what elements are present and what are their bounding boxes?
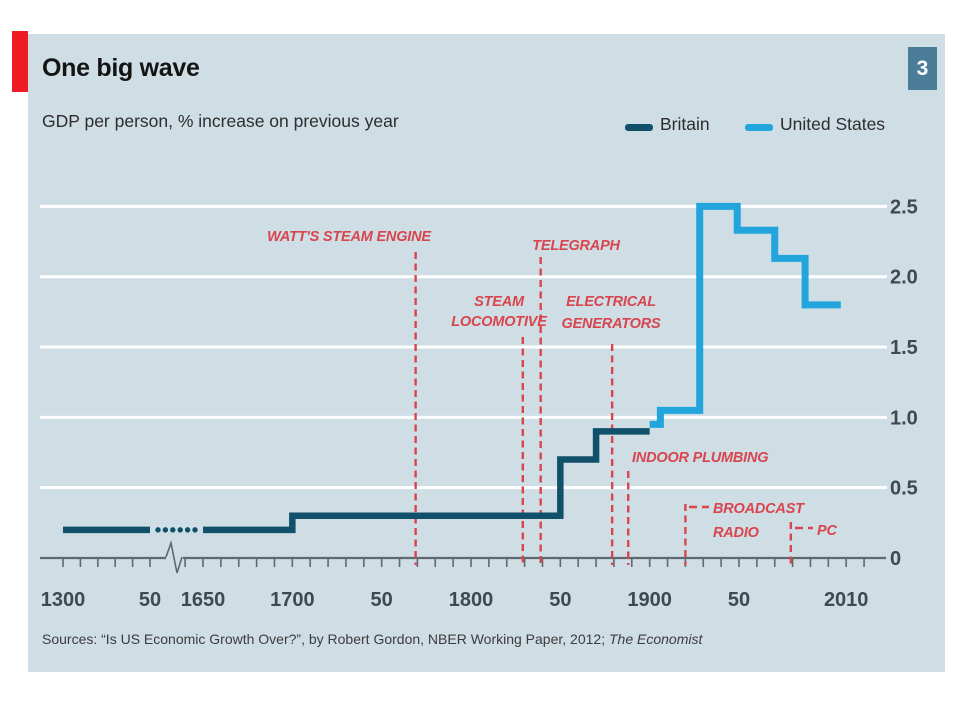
britain-line-dotted-gap (170, 527, 176, 533)
legend-swatch-united-states (745, 124, 773, 131)
annotation-label: RADIO (713, 525, 760, 541)
annotation-label: BROADCAST (713, 501, 805, 517)
annotation-label: ELECTRICAL (566, 294, 656, 310)
united-states-line (649, 202, 841, 428)
annotation-label: TELEGRAPH (532, 238, 620, 254)
annotation-label: INDOOR PLUMBING (632, 450, 768, 466)
source-note: Sources: “Is US Economic Growth Over?”, … (42, 631, 702, 647)
source-publication: The Economist (608, 631, 703, 647)
annotation-label: GENERATORS (562, 316, 662, 332)
axis-break-icon (165, 540, 183, 574)
britain-line-dotted-gap (184, 527, 191, 533)
x-axis-tick-label: 1650 (181, 589, 226, 611)
britain-line (203, 428, 650, 534)
annotation-label: STEAM (474, 294, 525, 310)
x-axis-tick-label: 50 (371, 589, 393, 611)
annotation-label: WATT'S STEAM ENGINE (267, 229, 432, 245)
x-axis-tick-label: 1700 (270, 589, 315, 611)
x-axis-tick-label: 50 (728, 589, 750, 611)
economist-red-tab (12, 31, 28, 92)
annotation-label: PC (817, 523, 837, 539)
britain-line-dotted-gap (162, 527, 169, 533)
legend-label-britain: Britain (660, 114, 710, 134)
x-axis-tick-label: 2010 (824, 589, 869, 611)
source-text: Sources: “Is US Economic Growth Over?”, … (42, 631, 609, 647)
y-axis-tick-label: 0 (890, 548, 901, 570)
britain-line-dotted-gap (155, 527, 161, 533)
chart-subtitle: GDP per person, % increase on previous y… (42, 111, 399, 131)
x-axis-tick-label: 50 (139, 589, 161, 611)
x-axis-tick-label: 50 (549, 589, 571, 611)
britain-line-dotted-gap (192, 527, 198, 533)
chart-title: One big wave (42, 54, 200, 82)
x-axis-tick-label: 1900 (627, 589, 672, 611)
y-axis-tick-label: 2.0 (890, 267, 918, 289)
y-axis-tick-label: 2.5 (890, 196, 918, 218)
x-axis-tick-label: 1300 (41, 589, 86, 611)
annotation-label: LOCOMOTIVE (451, 314, 548, 330)
britain-line-dotted-gap (177, 527, 183, 533)
legend-swatch-britain (625, 124, 653, 131)
y-axis-tick-label: 1.0 (890, 407, 918, 429)
y-axis-tick-label: 1.5 (890, 337, 918, 359)
y-axis-tick-label: 0.5 (890, 478, 918, 500)
slide-number-badge: 3 (908, 47, 937, 90)
legend-label-united-states: United States (780, 114, 886, 134)
x-axis-tick-label: 1800 (449, 589, 494, 611)
